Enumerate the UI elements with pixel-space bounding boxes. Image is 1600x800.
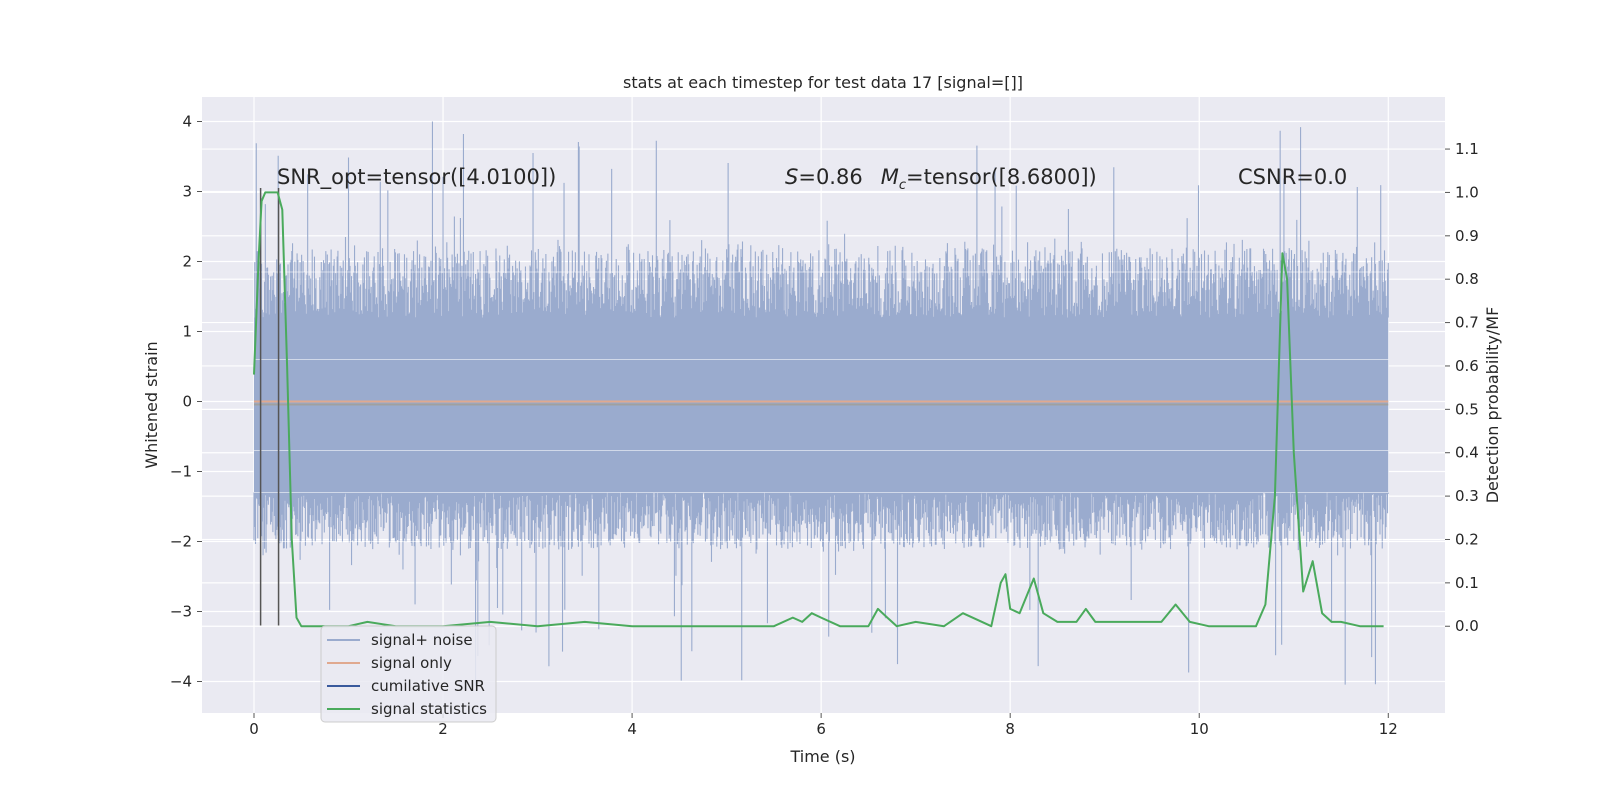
y-right-tick-label: 0.4 xyxy=(1455,444,1479,462)
y-right-tick-label: 0.1 xyxy=(1455,574,1479,592)
s-mc-annotation: S=0.86 Mc=tensor([8.6800]) xyxy=(785,165,1097,193)
noise-lower-spikes xyxy=(253,492,1389,686)
csnr-annotation: CSNR=0.0 xyxy=(1238,165,1347,189)
y-tick-label: 2 xyxy=(182,253,192,271)
series-lines xyxy=(253,188,1389,628)
legend-label-cumulative-snr: cumilative SNR xyxy=(371,677,485,695)
legend-box xyxy=(320,625,497,723)
y-right-tick-label: 1.0 xyxy=(1455,183,1479,201)
legend-label-signal-only: signal only xyxy=(371,654,452,672)
y-tick-label: −4 xyxy=(170,673,192,691)
signal-statistics-line xyxy=(253,191,1384,628)
y-right-tick-label: 1.1 xyxy=(1455,140,1479,158)
y-tick-label: −3 xyxy=(170,603,192,621)
chart-title: stats at each timestep for test data 17 … xyxy=(623,73,1023,92)
x-tick-label: 2 xyxy=(438,720,448,738)
x-tick-label: 6 xyxy=(816,720,826,738)
y-tick-label: −1 xyxy=(170,463,192,481)
s-value: =0.86 xyxy=(798,165,862,189)
y-right-tick-label: 0.5 xyxy=(1455,400,1479,418)
y-axis-title: Whitened strain xyxy=(142,341,161,468)
y-tick-label: 0 xyxy=(182,393,192,411)
x-tick-label: 12 xyxy=(1379,720,1398,738)
x-tick-label: 4 xyxy=(627,720,637,738)
y-right-tick-label: 0.9 xyxy=(1455,227,1479,245)
legend-label-signal-noise: signal+ noise xyxy=(371,631,473,649)
y-right-tick-label: 0.6 xyxy=(1455,357,1479,375)
mc-subscript: c xyxy=(899,178,906,193)
x-axis-title: Time (s) xyxy=(789,747,855,766)
y-tick-label: 3 xyxy=(182,183,192,201)
x-tick-label: 8 xyxy=(1005,720,1015,738)
y-right-axis-title: Detection probability/MF xyxy=(1483,307,1502,504)
mc-value: =tensor([8.6800]) xyxy=(906,165,1097,189)
y-right-tick-label: 0.0 xyxy=(1455,617,1479,635)
noise-upper-spikes xyxy=(254,121,1389,318)
y-right-tick-label: 0.2 xyxy=(1455,530,1479,548)
x-tick-label: 0 xyxy=(249,720,259,738)
snr-opt-annotation: SNR_opt=tensor([4.0100]) xyxy=(277,165,556,190)
legend-label-signal-statistics: signal statistics xyxy=(371,700,487,718)
mc-symbol: M xyxy=(881,165,899,189)
x-tick-label: 10 xyxy=(1190,720,1209,738)
y-right-tick-label: 0.3 xyxy=(1455,487,1479,505)
y-right-tick-label: 0.8 xyxy=(1455,270,1479,288)
y-tick-label: −2 xyxy=(170,533,192,551)
s-symbol: S xyxy=(785,165,798,189)
y-tick-label: 1 xyxy=(182,323,192,341)
y-tick-label: 4 xyxy=(182,113,192,131)
axes: 0 2 4 6 8 10 12−4−3−2−1012340.00.10.20.30.40.5… xyxy=(170,113,1479,739)
legend: signal+ noise signal only cumilative SNR… xyxy=(320,625,497,723)
y-right-tick-label: 0.7 xyxy=(1455,314,1479,332)
